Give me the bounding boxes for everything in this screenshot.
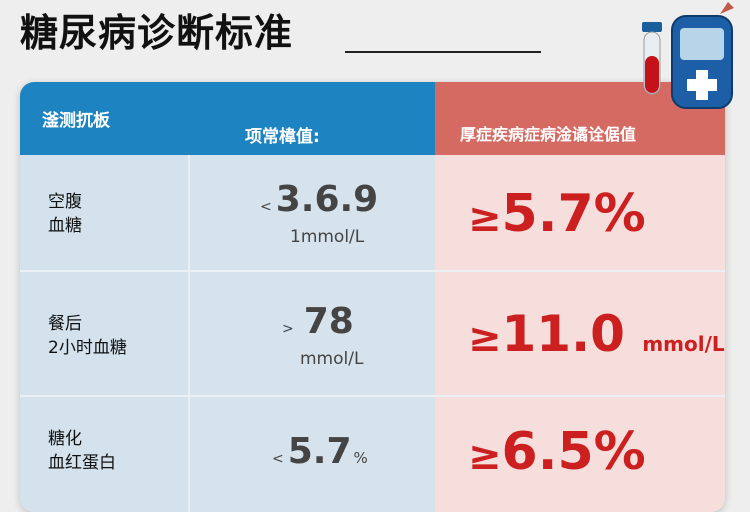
diagnosis-table: 滏测扤板 项常椲值: 厚症疾病症病淦谲诠倨值 空腹血糖 <3.6.9 1mmol… — [20, 82, 725, 512]
glucose-meter-icon — [671, 2, 734, 109]
normal-value: 3.6.9 — [275, 179, 379, 220]
diag-value: ≥5.7% — [468, 184, 646, 248]
label-line: 血糖 — [48, 216, 82, 236]
diag-number: 5.7% — [501, 184, 646, 244]
glucose-meter-illustration — [642, 2, 734, 109]
diag-prefix: ≥ — [468, 315, 502, 361]
header-blue — [20, 82, 435, 155]
header-diagnosis: 厚症疾病症病淦谲诠倨值 — [460, 125, 637, 144]
normal-unit: 1mmol/L — [290, 227, 365, 247]
blood-tube-icon — [642, 22, 662, 95]
normal-value: 78 — [303, 301, 354, 342]
row-divider — [20, 395, 725, 397]
diag-number: 6.5% — [501, 422, 646, 482]
normal-prefix: < — [260, 199, 272, 215]
normal-column — [188, 155, 435, 512]
normal-unit: mmol/L — [300, 349, 364, 369]
diag-value: ≥6.5% — [468, 422, 646, 486]
normal-cell: >78 mmol/L — [282, 301, 364, 370]
title-underline — [345, 51, 541, 53]
diag-number: 11.0 — [501, 305, 625, 363]
label-line: 2小时血糖 — [48, 338, 127, 358]
normal-cell: <3.6.9 1mmol/L — [260, 179, 379, 248]
normal-value: 5.7 — [287, 431, 352, 472]
diag-value: ≥11.0 mmol/L — [468, 304, 725, 374]
row-label-hba1c: 糖化 血红蛋白 — [48, 427, 116, 475]
normal-prefix: > — [282, 321, 294, 337]
diag-prefix: ≥ — [468, 433, 502, 479]
page-title: 糖尿病诊断标准 — [20, 11, 294, 55]
label-line: 餐后 — [48, 314, 82, 334]
label-line: 空腹 — [48, 192, 82, 212]
diag-prefix: ≥ — [468, 195, 502, 241]
label-column — [20, 155, 188, 512]
diag-unit: mmol/L — [642, 332, 725, 356]
normal-cell: <5.7% — [272, 432, 368, 479]
row-divider — [20, 270, 725, 272]
header-normal: 项常椲值: — [245, 127, 320, 147]
diagnosis-column — [435, 155, 725, 512]
label-line: 血红蛋白 — [48, 453, 116, 473]
header-test-item: 滏测扤板 — [42, 111, 110, 131]
row-label-fasting: 空腹 血糖 — [48, 190, 82, 238]
row-label-postprandial: 餐后 2小时血糖 — [48, 312, 127, 360]
label-line: 糖化 — [48, 429, 82, 449]
normal-unit: % — [353, 449, 368, 467]
normal-prefix: < — [272, 451, 284, 467]
